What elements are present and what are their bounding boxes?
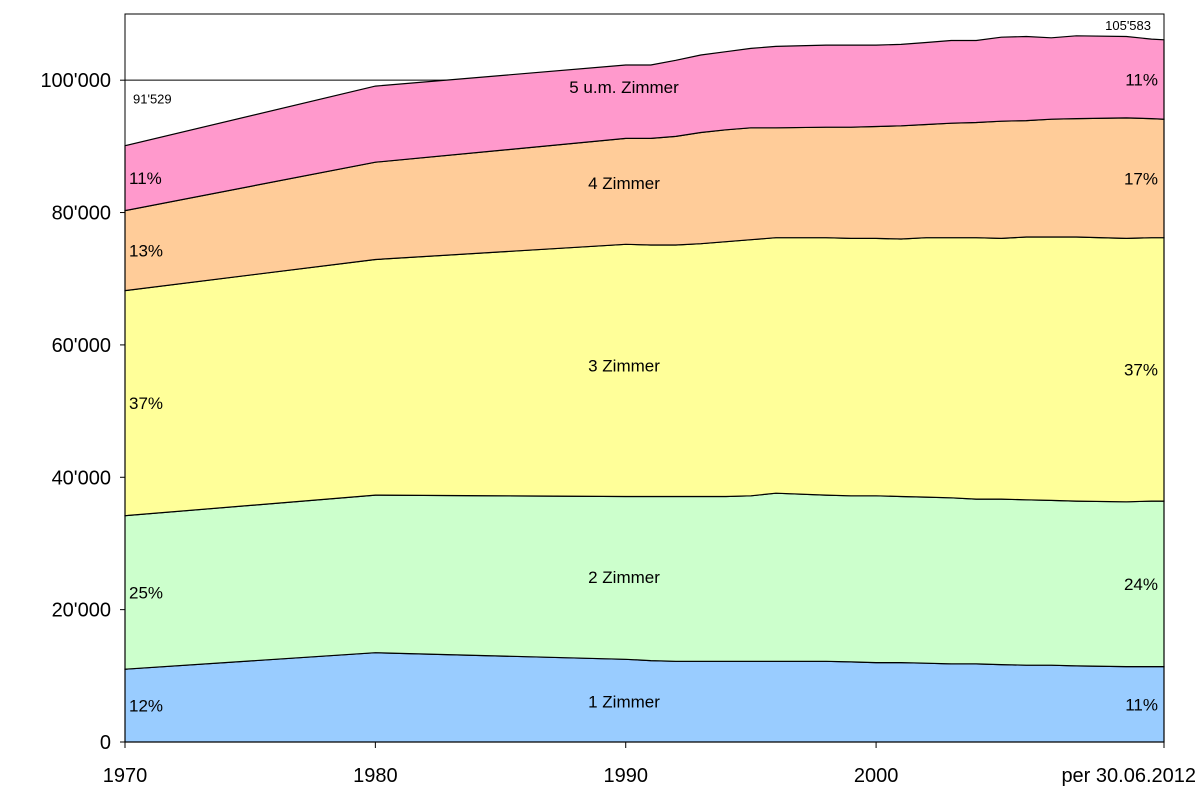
series-name-label: 2 Zimmer [588,568,660,587]
series-end-percent: 11% [1125,695,1158,714]
series-end-percent: 24% [1124,575,1158,594]
y-axis: 0 20'000 40'000 60'000 80'000 100'000 [40,70,125,754]
series-start-percent: 12% [129,697,163,716]
series-start-percent: 37% [129,394,163,413]
series-name-label: 5 u.m. Zimmer [569,78,679,97]
x-tick-label: 1990 [603,765,648,787]
y-tick-label: 80'000 [52,203,111,225]
x-tick-label: per 30.06.2012 [1061,765,1196,787]
series-start-percent: 13% [129,242,163,261]
series-start-percent: 11% [129,169,162,188]
series-name-label: 1 Zimmer [588,693,660,712]
total-annotation: 91'529 [133,92,172,107]
area-3-zimmer [124,236,1165,517]
series-end-percent: 17% [1124,169,1158,188]
y-tick-label: 100'000 [40,70,111,92]
x-tick-label: 2000 [854,765,899,787]
y-tick-label: 0 [100,732,111,754]
series-name-label: 3 Zimmer [588,356,660,375]
x-tick-label: 1980 [353,765,398,787]
area-layers [124,35,1165,743]
x-axis: 1970 1980 1990 2000 per 30.06.2012 [103,742,1196,787]
series-labels: 1 Zimmer 12% 11% 2 Zimmer 25% 24% 3 Zimmer 37% 3… [129,71,1158,716]
annotations: 91'529 105'583 [133,18,1151,107]
series-end-percent: 11% [1125,71,1158,90]
y-tick-label: 60'000 [52,335,111,357]
series-start-percent: 25% [129,583,163,602]
x-tick-label: 1970 [103,765,148,787]
y-tick-label: 20'000 [52,600,111,622]
total-annotation: 105'583 [1105,18,1151,33]
series-name-label: 4 Zimmer [588,174,660,193]
y-tick-label: 40'000 [52,467,111,489]
area-5-u-m-zimmer [124,35,1165,212]
series-end-percent: 37% [1124,360,1158,379]
